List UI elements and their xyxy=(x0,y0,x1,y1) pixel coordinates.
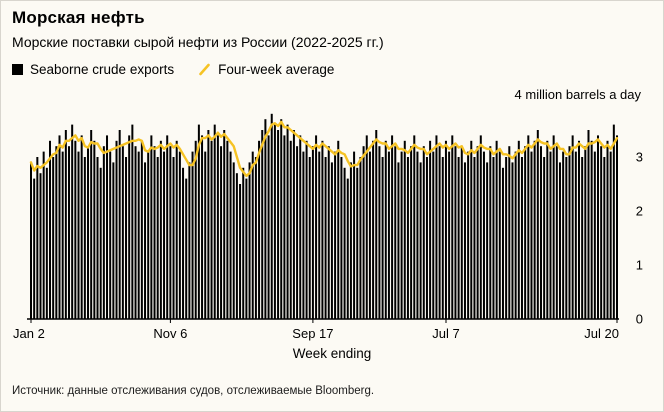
page-title: Морская нефть xyxy=(12,8,145,27)
svg-text:Sep 17: Sep 17 xyxy=(292,326,333,341)
source-note: Источник: данные отслеживания судов, отс… xyxy=(12,385,375,397)
legend-label-exports: Seaborne crude exports xyxy=(30,62,175,77)
crude-exports-chart: 0 1 2 3 Jan 2 Nov 6 Sep 17 Jul 7 Jul 20 xyxy=(13,113,643,341)
svg-text:0: 0 xyxy=(636,312,643,327)
svg-text:3: 3 xyxy=(636,150,643,165)
svg-text:1: 1 xyxy=(636,258,643,273)
chart-subtitle: Морские поставки сырой нефти из России (… xyxy=(12,34,384,50)
legend-label-average: Four-week average xyxy=(218,62,335,77)
svg-text:Jan 2: Jan 2 xyxy=(13,326,45,341)
line-swatch-icon xyxy=(199,63,210,76)
y-axis-tick-labels: 0 1 2 3 xyxy=(636,150,643,327)
legend: Seaborne crude exports Four-week average xyxy=(12,62,334,77)
svg-text:Nov 6: Nov 6 xyxy=(153,326,187,341)
svg-text:2: 2 xyxy=(636,204,643,219)
legend-item-exports: Seaborne crude exports xyxy=(12,62,174,77)
four-week-average-line xyxy=(29,120,619,178)
bar-swatch-icon xyxy=(12,64,23,75)
svg-text:Jul 7: Jul 7 xyxy=(432,326,459,341)
legend-item-average: Four-week average xyxy=(198,62,334,77)
y-axis-unit-label: 4 million barrels a day xyxy=(514,87,641,102)
svg-text:Jul 20: Jul 20 xyxy=(584,326,619,341)
x-axis-tick-labels: Jan 2 Nov 6 Sep 17 Jul 7 Jul 20 xyxy=(13,319,619,341)
bars-series xyxy=(30,113,618,319)
x-axis-title: Week ending xyxy=(292,346,372,361)
